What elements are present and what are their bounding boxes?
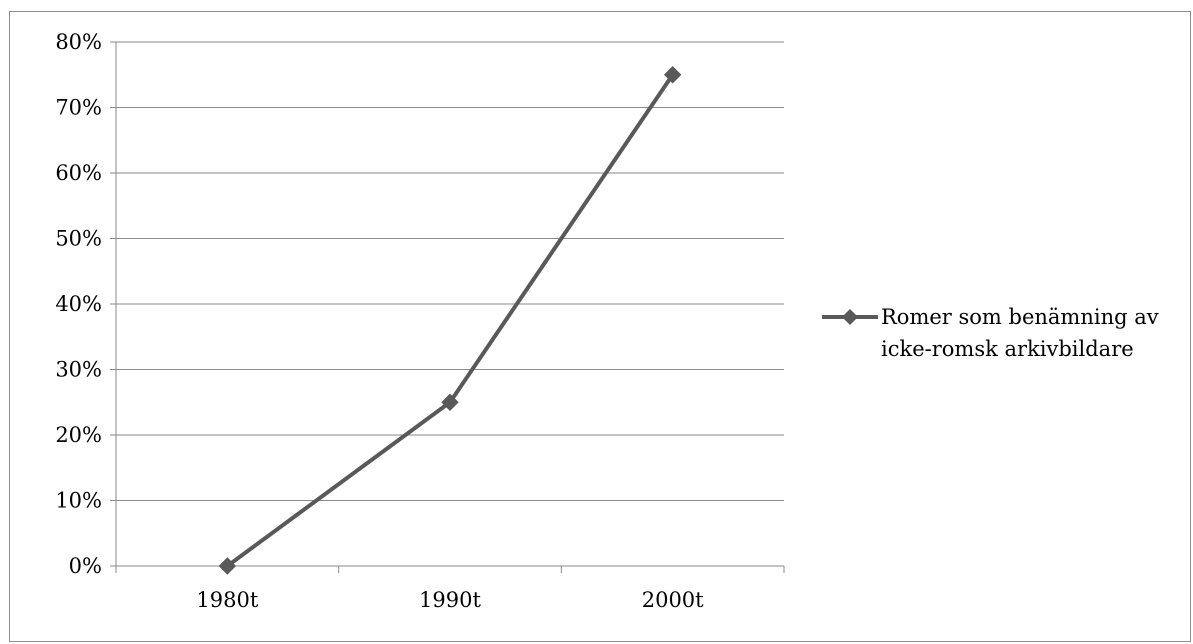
legend-diamond-marker bbox=[842, 309, 858, 325]
gridlines bbox=[116, 41, 784, 501]
x-tick-label-2000t: 2000t bbox=[642, 588, 704, 612]
y-axis-tick-labels: 0% 10% 20% 30% 40% 50% 60% 70% 80% bbox=[55, 30, 102, 578]
legend: Romer som benämning av icke-romsk arkivb… bbox=[822, 305, 1159, 361]
y-tick-label: 30% bbox=[55, 358, 102, 382]
x-axis-tick-labels: 1980t 1990t 2000t bbox=[196, 588, 704, 612]
data-point-1980t bbox=[218, 557, 237, 575]
y-tick-label: 70% bbox=[55, 96, 102, 120]
y-tick-label: 10% bbox=[55, 489, 102, 513]
y-tick-label: 80% bbox=[55, 30, 102, 54]
y-tick-label: 40% bbox=[55, 292, 102, 316]
data-point-1990t bbox=[441, 393, 459, 411]
chart-frame bbox=[9, 11, 1191, 642]
y-tick-label: 50% bbox=[55, 227, 102, 251]
legend-label-line-2: icke-romsk arkivbildare bbox=[881, 337, 1134, 361]
series-line bbox=[226, 73, 675, 568]
data-point-2000t bbox=[663, 66, 682, 84]
y-tick-label: 20% bbox=[55, 423, 102, 447]
x-tick-label-1980t: 1980t bbox=[196, 588, 258, 612]
x-tick-label-1990t: 1990t bbox=[419, 588, 481, 612]
series bbox=[218, 66, 682, 575]
y-tick-label: 60% bbox=[55, 161, 102, 185]
axes bbox=[110, 41, 785, 573]
legend-label-line-1: Romer som benämning av bbox=[881, 305, 1159, 329]
y-tick-label: 0% bbox=[69, 554, 102, 578]
